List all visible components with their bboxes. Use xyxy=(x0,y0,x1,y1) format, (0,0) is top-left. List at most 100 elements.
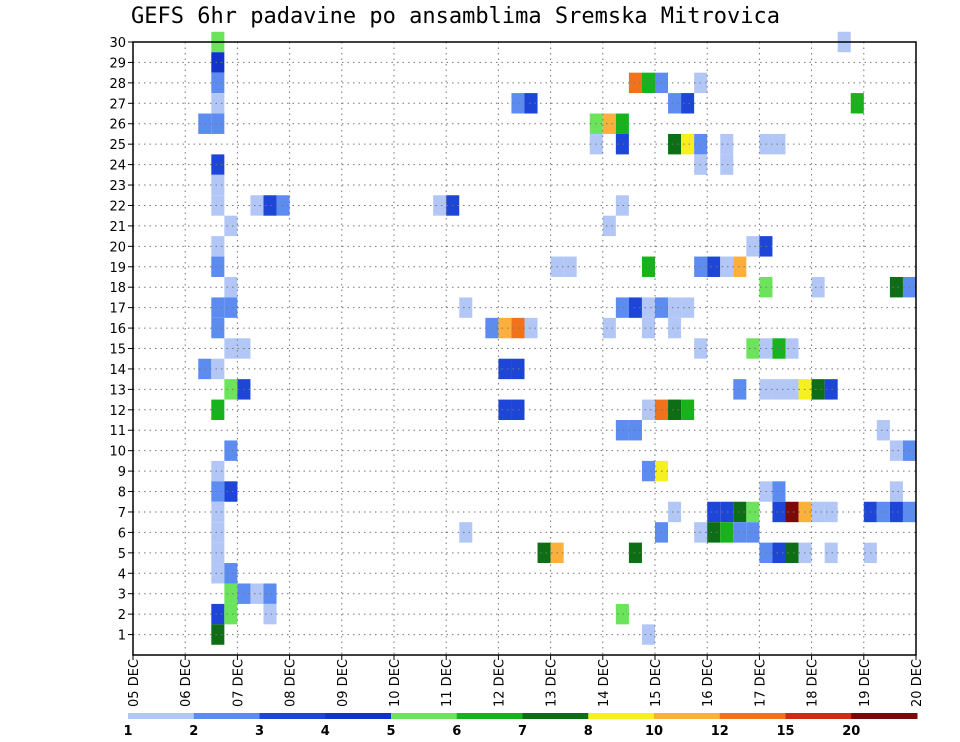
heatmap-cell xyxy=(785,338,799,359)
heatmap-cell xyxy=(668,501,682,523)
legend-color-swatch xyxy=(456,713,523,719)
x-tick-label: 13 DEC xyxy=(545,659,560,707)
y-tick-label: 28 xyxy=(109,77,126,92)
heatmap-cell xyxy=(681,297,695,318)
heatmap-cell xyxy=(211,93,225,114)
heatmap-cell xyxy=(824,542,838,564)
heatmap-cell xyxy=(602,113,616,134)
heatmap-cell xyxy=(211,603,225,625)
legend-tick-label: 5 xyxy=(386,724,395,739)
legend-color-swatch xyxy=(654,713,721,719)
heatmap-cell xyxy=(511,317,525,339)
x-tick-label: 06 DEC xyxy=(179,659,194,707)
y-tick-label: 19 xyxy=(109,261,126,276)
heatmap-cell xyxy=(224,379,238,400)
heatmap-cell xyxy=(876,501,890,523)
y-tick-label: 29 xyxy=(109,56,126,71)
y-tick-label: 15 xyxy=(109,343,126,358)
heatmap-cell xyxy=(746,236,760,257)
x-tick-label: 20 DEC xyxy=(910,659,925,707)
heatmap-cell xyxy=(628,542,642,564)
y-tick-label: 12 xyxy=(109,404,126,419)
heatmap-cell xyxy=(511,399,525,421)
heatmap-cell xyxy=(641,297,655,318)
heatmap-cell xyxy=(602,215,616,237)
legend-tick-label: 8 xyxy=(584,724,593,739)
y-tick-label: 14 xyxy=(109,363,126,378)
heatmap-cell xyxy=(707,522,721,543)
heatmap-cell xyxy=(263,583,277,604)
heatmap-cell xyxy=(628,72,642,94)
heatmap-cell xyxy=(211,113,225,134)
heatmap-cell xyxy=(615,603,629,625)
heatmap-cell xyxy=(889,481,903,502)
heatmap-cell xyxy=(563,256,577,277)
heatmap-cell xyxy=(602,317,616,339)
y-tick-label: 2 xyxy=(118,608,126,623)
heatmap-cell xyxy=(211,236,225,257)
heatmap-cell xyxy=(211,460,225,482)
legend-tick-label: 1 xyxy=(123,724,132,739)
heatmap-cell xyxy=(720,501,734,523)
heatmap-cell xyxy=(811,379,825,400)
legend-tick-label: 2 xyxy=(189,724,198,739)
x-tick-label: 07 DEC xyxy=(231,659,246,707)
heatmap-cell xyxy=(211,52,225,73)
legend-tick-label: 20 xyxy=(842,724,860,739)
y-axis: 1234567891011121314151617181920212223242… xyxy=(109,36,133,644)
heatmap-cell xyxy=(668,133,682,155)
x-tick-label: 15 DEC xyxy=(649,659,664,707)
heatmap-cell xyxy=(733,522,747,543)
heatmap-cell xyxy=(746,522,760,543)
heatmap-cell xyxy=(433,195,447,216)
heatmap-cell xyxy=(276,195,290,216)
heatmap-cell xyxy=(772,379,786,400)
heatmap-cell xyxy=(641,460,655,482)
heatmap-cell xyxy=(615,133,629,155)
heatmap-cell xyxy=(211,563,225,584)
heatmap-cell xyxy=(211,542,225,564)
y-tick-label: 27 xyxy=(109,97,126,112)
y-tick-label: 17 xyxy=(109,302,126,317)
heatmap-cell xyxy=(250,195,264,216)
x-tick-label: 18 DEC xyxy=(806,659,821,707)
y-tick-label: 3 xyxy=(118,588,126,603)
heatmap-cell xyxy=(746,501,760,523)
y-tick-label: 24 xyxy=(109,159,126,174)
heatmap-cell xyxy=(628,420,642,441)
x-tick-label: 05 DEC xyxy=(127,659,142,707)
legend-tick-label: 4 xyxy=(321,724,330,739)
y-tick-label: 4 xyxy=(118,567,126,582)
heatmap-cell xyxy=(772,501,786,523)
heatmap-cell xyxy=(524,93,538,114)
legend-color-swatch xyxy=(588,713,655,719)
legend-tick-label: 15 xyxy=(776,724,794,739)
legend-color-swatch xyxy=(522,713,589,719)
legend-color-swatch xyxy=(193,713,260,719)
heatmap-cell xyxy=(211,501,225,523)
heatmap-cell xyxy=(224,563,238,584)
heatmap-cell xyxy=(224,276,238,298)
x-tick-label: 09 DEC xyxy=(336,659,351,707)
y-tick-label: 7 xyxy=(118,506,126,521)
legend-color-swatch xyxy=(785,713,852,719)
heatmap-cell xyxy=(733,501,747,523)
color-legend: 1 2 3 4 5 6 7 8 10 12 15 20 xyxy=(123,713,918,739)
legend-color-swatch xyxy=(128,713,195,719)
heatmap-cell xyxy=(889,276,903,298)
heatmap-cell xyxy=(746,338,760,359)
y-tick-label: 6 xyxy=(118,526,126,541)
y-tick-label: 16 xyxy=(109,322,126,337)
heatmap-cell xyxy=(224,440,238,461)
y-tick-label: 30 xyxy=(109,36,126,51)
legend-tick-label: 6 xyxy=(452,724,461,739)
legend-tick-label: 12 xyxy=(711,724,729,739)
x-tick-label: 10 DEC xyxy=(388,659,403,707)
heatmap-cell xyxy=(211,399,225,421)
legend-tick-label: 3 xyxy=(255,724,264,739)
heatmap-cell xyxy=(720,256,734,277)
heatmap-cell xyxy=(824,379,838,400)
heatmap-cell xyxy=(772,133,786,155)
y-tick-label: 9 xyxy=(118,465,126,480)
